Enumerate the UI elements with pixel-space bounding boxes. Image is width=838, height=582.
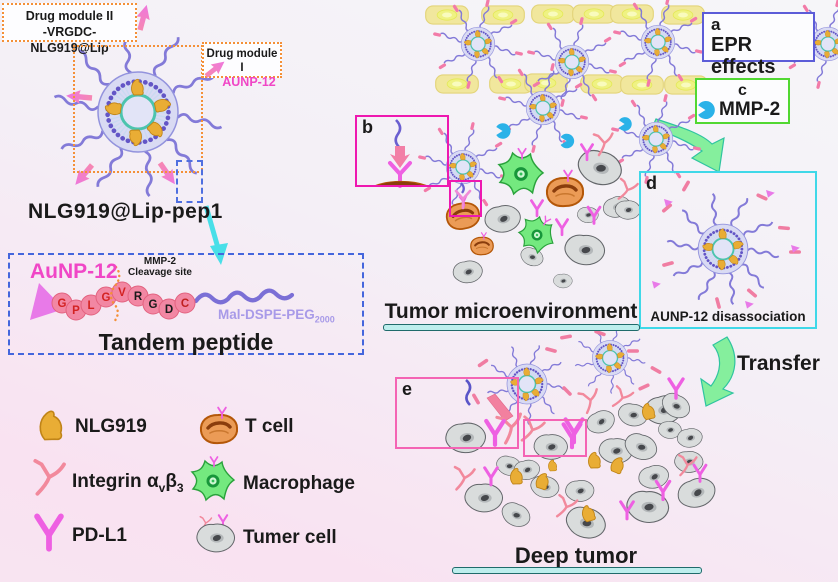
panel-c-box: c MMP-2: [695, 78, 790, 124]
integrin-icon: [33, 459, 66, 496]
panel-b-box: b: [355, 115, 449, 187]
nlg919-icon: [39, 410, 63, 441]
drug-module-ii-box: Drug module II -VRGDC-NLG919@Lip: [2, 3, 137, 55]
panel-a-box: a EPR effects: [702, 12, 815, 78]
panel-a-title: EPR effects: [711, 34, 776, 78]
transfer-arrow: [700, 336, 736, 407]
legend-label-macrophage: Macrophage: [243, 473, 355, 494]
panel-b-source-box: [449, 180, 482, 217]
drug-module-i-line2: AUNP-12: [222, 75, 276, 89]
aunp12-label: AuNP-12: [30, 260, 118, 283]
construct-label: NLG919@Lip-pep1: [28, 200, 223, 223]
drug-module-i-box: Drug module I AUNP-12: [202, 42, 282, 89]
tandem-peptide-box: AuNP-12 MMP-2 Cleavage site Mal-DSPE-PEG…: [8, 253, 364, 355]
panel-e-label: e: [402, 379, 413, 399]
peg-label: Mal-DSPE-PEG2000: [218, 307, 335, 325]
legend-label-pdl1: PD-L1: [72, 525, 127, 546]
pdl1-icon: [37, 516, 61, 548]
tumor-microenvironment-label: Tumor microenvironment: [384, 300, 638, 323]
panel-e-source-box: [523, 419, 587, 457]
legend-label-integrin: Integrin αvβ3: [72, 471, 184, 495]
transfer-label: Transfer: [737, 352, 820, 375]
tumor-cells-mid: [451, 145, 641, 289]
vessel-wall-row-bottom: [435, 73, 708, 95]
drug-module-ii-line2: -VRGDC-NLG919@Lip: [30, 25, 109, 55]
panel-d-label: d: [646, 173, 657, 193]
mmp2-release-arrow: [651, 118, 725, 173]
macrophages: [499, 149, 563, 258]
tandem-peptide-title: Tandem peptide: [98, 329, 274, 355]
panel-b-label: b: [362, 117, 373, 137]
legend-label-t-cell: T cell: [245, 416, 294, 437]
drug-module-ii-line1: Drug module II: [25, 9, 114, 23]
panel-a-label: a: [711, 15, 721, 34]
panel-d-caption: AUNP-12 disassociation: [650, 309, 806, 324]
panel-e-box: e: [395, 377, 519, 449]
cleavage-site-label: MMP-2 Cleavage site: [128, 256, 192, 278]
deep-tumor-label: Deep tumor: [514, 543, 638, 568]
panel-d-box: d AUNP-12 disassociation: [639, 171, 817, 329]
panel-c-label: c: [738, 82, 747, 99]
pep1-zoom-box: [176, 160, 203, 203]
vessel-wall-row-top: [425, 4, 705, 25]
legend-label-nlg919: NLG919: [75, 416, 147, 437]
legend-label-tumor-cell: Tumer cell: [243, 527, 337, 548]
liposome-frame-box: [73, 45, 203, 173]
panel-c-title: MMP-2: [719, 99, 781, 120]
macrophage-icon: [192, 457, 234, 500]
receptors-mid: [530, 130, 640, 237]
mmp2-enzymes: [496, 117, 632, 149]
tumor-cell-icon: [196, 514, 236, 553]
t-cell-icon: [201, 408, 237, 444]
tumor-microenvironment-underline: [383, 324, 640, 331]
deep-tumor-underline: [452, 567, 702, 574]
drug-module-i-line1: Drug module I: [206, 48, 278, 74]
